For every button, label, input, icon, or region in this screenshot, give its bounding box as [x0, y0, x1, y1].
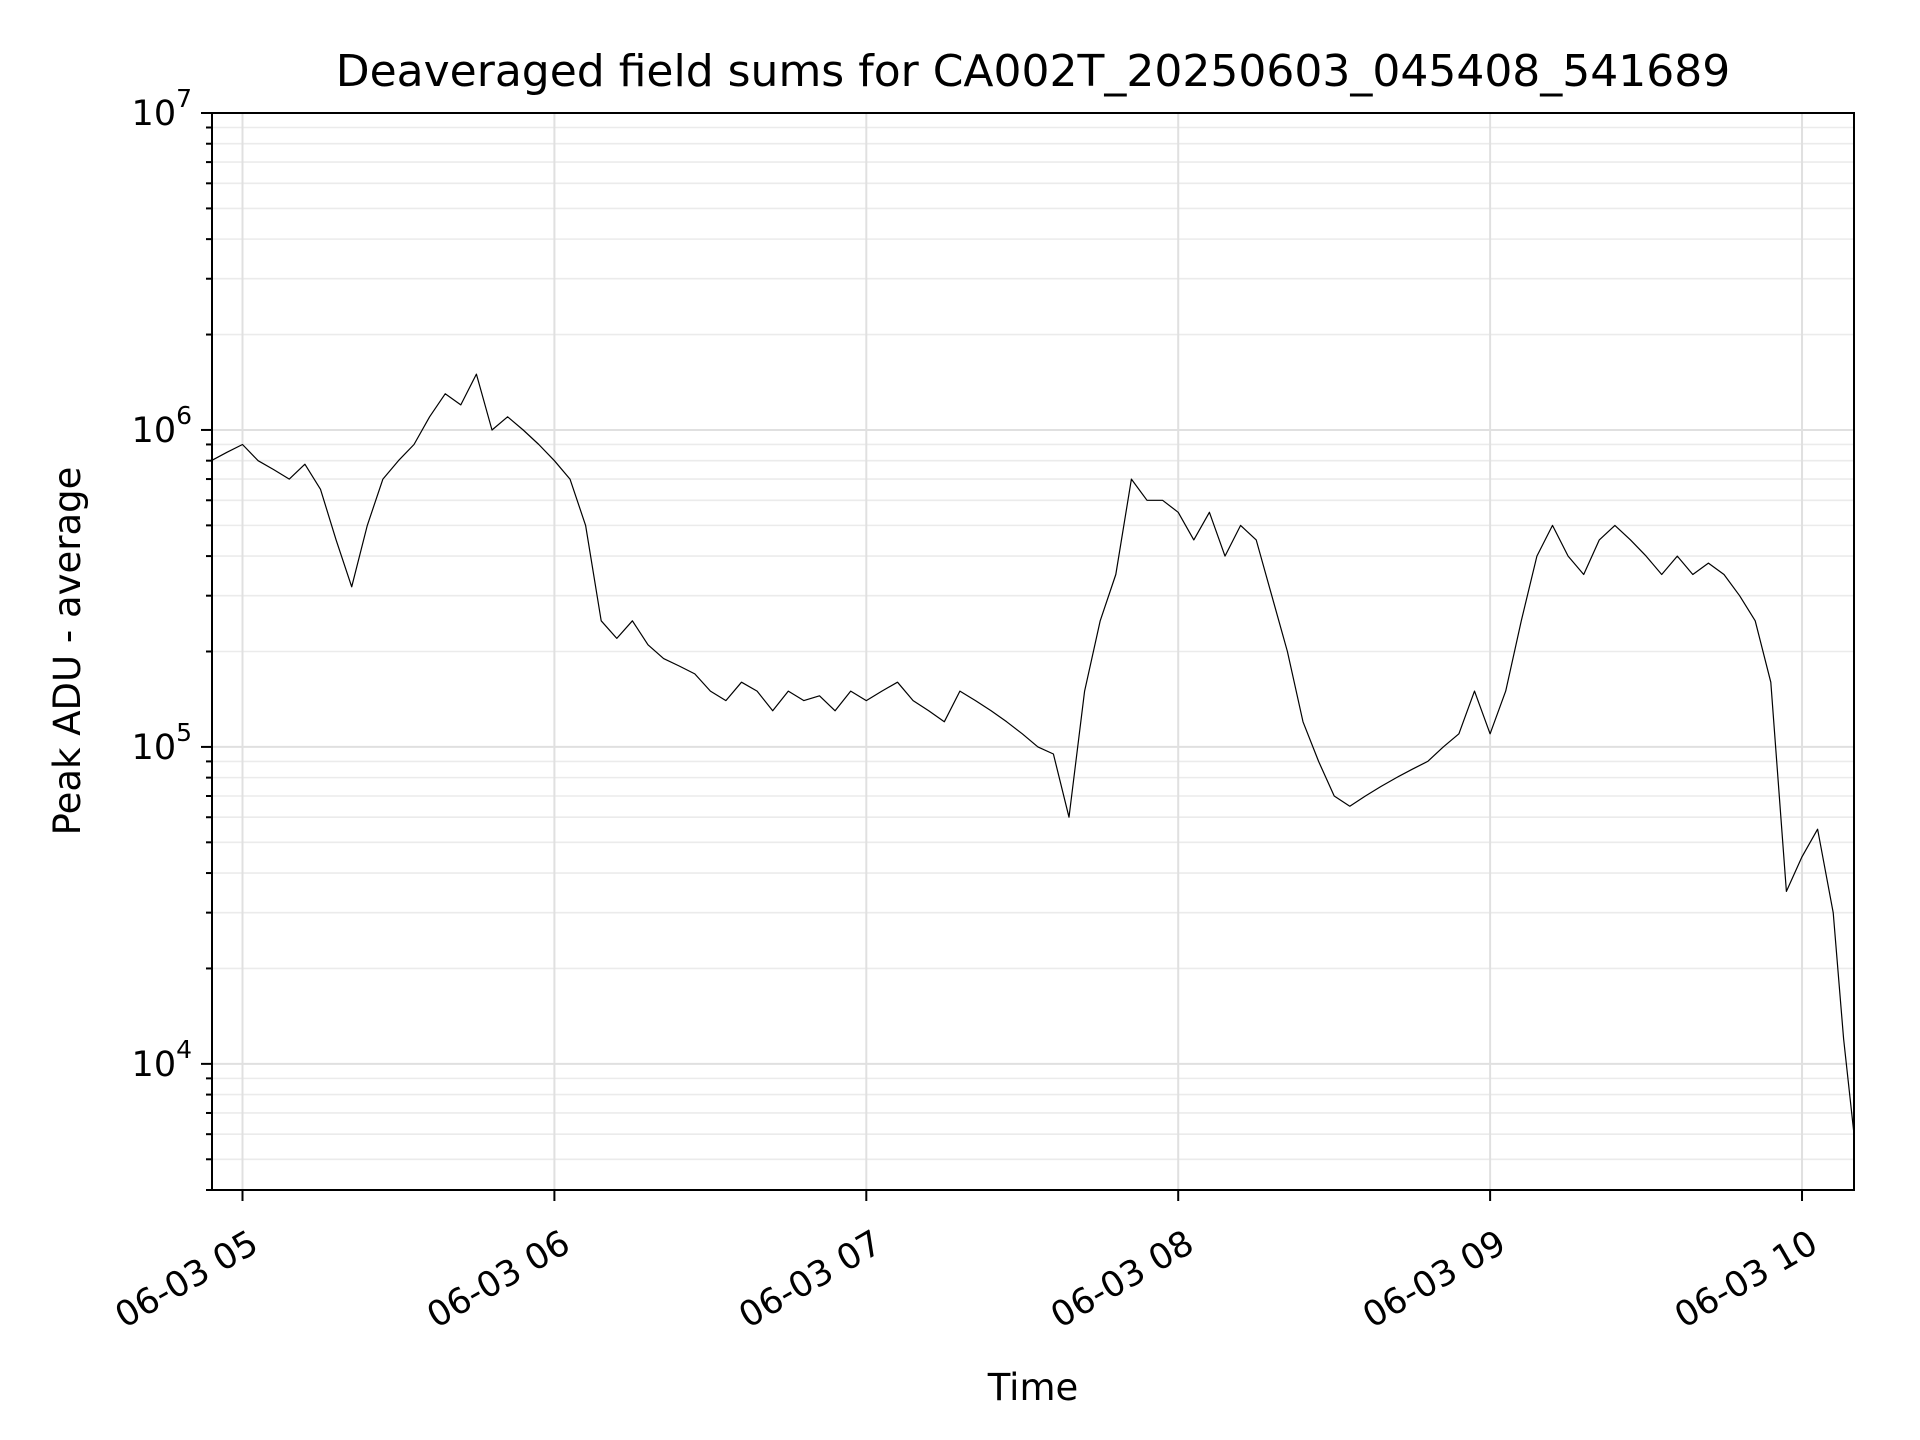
series-line — [211, 373, 1855, 1135]
y-tick-label: 107 — [132, 84, 192, 134]
x-axis-label: Time — [987, 1366, 1079, 1409]
chart-title: Deaveraged field sums for CA002T_2025060… — [336, 46, 1731, 97]
y-axis: 104 105 106 107 — [132, 84, 212, 1191]
grid — [212, 112, 1854, 1191]
y-tick-label: 104 — [132, 1035, 192, 1085]
y-axis-label: Peak ADU - average — [46, 467, 89, 836]
y-tick-label: 105 — [132, 718, 192, 768]
y-tick-label: 106 — [132, 401, 192, 451]
